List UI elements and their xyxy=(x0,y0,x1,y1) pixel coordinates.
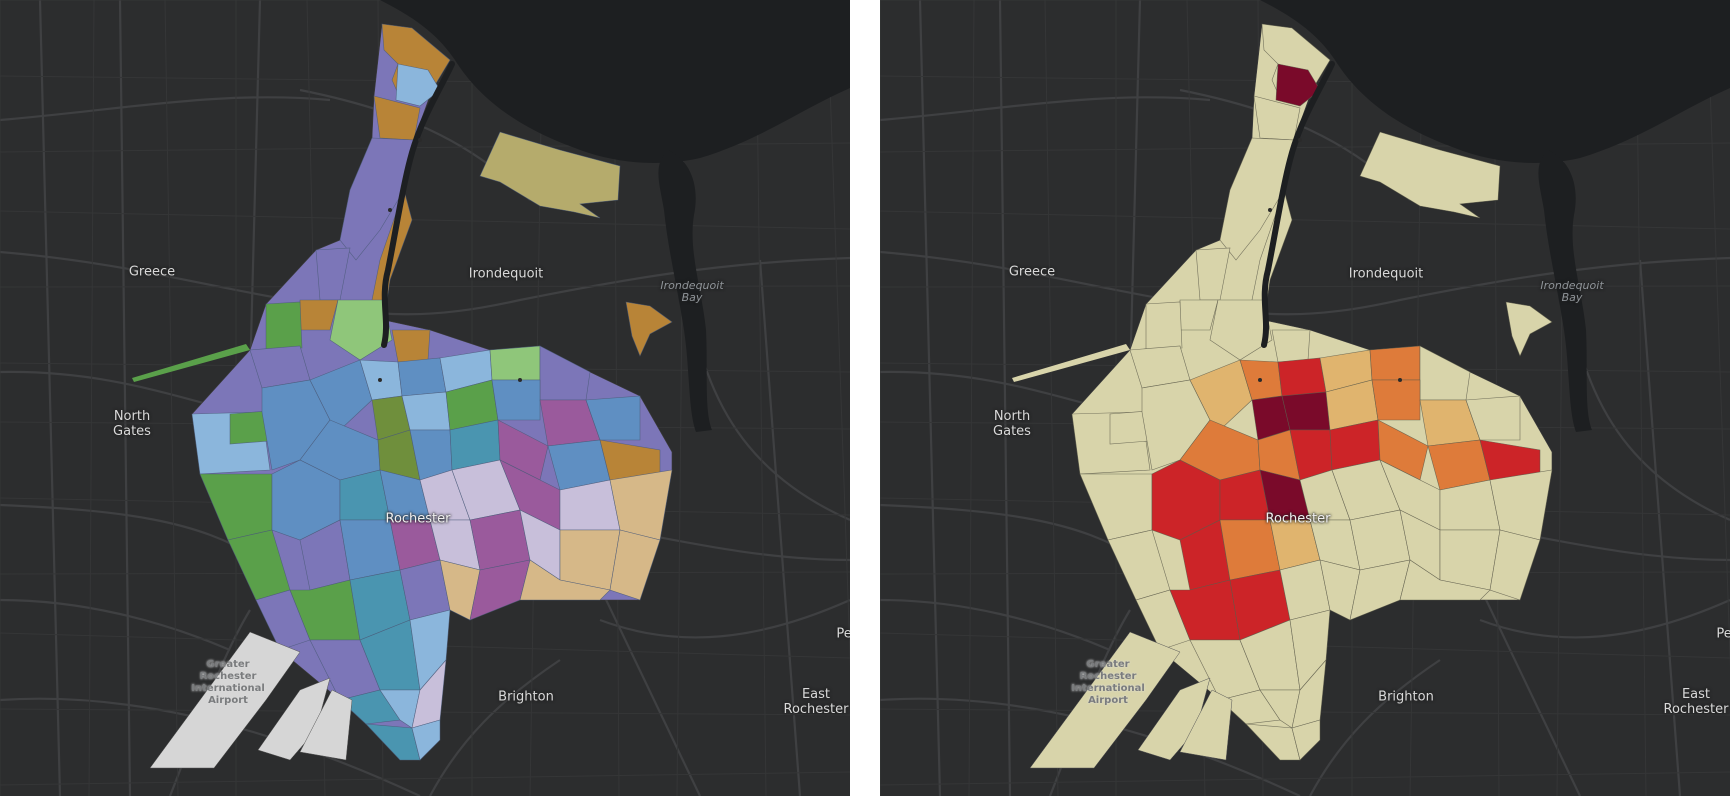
airport-area[interactable] xyxy=(1137,677,1211,761)
census-tract[interactable] xyxy=(1189,359,1253,431)
road xyxy=(248,0,262,381)
census-tract[interactable] xyxy=(491,379,541,421)
airport-area[interactable] xyxy=(1179,689,1233,761)
label-airport: Greater Rochester International Airport xyxy=(191,659,265,706)
irondequoit-bay-water xyxy=(1538,150,1592,432)
census-tract[interactable] xyxy=(391,329,431,363)
label-greece: Greece xyxy=(1008,264,1056,280)
census-tract[interactable] xyxy=(1277,357,1327,397)
census-tract[interactable] xyxy=(1209,299,1273,361)
label-greece: Greece xyxy=(128,264,176,280)
label-brighton: Brighton xyxy=(1378,689,1434,705)
tract-mosaic[interactable] xyxy=(132,23,673,769)
label-irondequoit-bay: Irondequoit Bay xyxy=(1540,279,1604,304)
label-pe: Pe xyxy=(1716,626,1730,642)
census-tract[interactable] xyxy=(1219,519,1281,581)
road xyxy=(38,0,62,796)
census-tract[interactable] xyxy=(1291,719,1321,761)
label-airport: Greater Rochester International Airport xyxy=(1071,659,1145,706)
map-panel-right[interactable]: Greece Irondequoit Irondequoit Bay North Ga… xyxy=(880,0,1730,796)
genesee-river xyxy=(1261,61,1335,348)
road xyxy=(599,598,850,639)
census-tract[interactable] xyxy=(479,131,621,219)
label-irondequoit-bay: Irondequoit Bay xyxy=(660,279,724,304)
landmark-dot xyxy=(1258,378,1262,382)
label-east-rochester: East Rochester xyxy=(1663,687,1729,717)
label-east-rochester: East Rochester xyxy=(783,687,849,717)
lake-ontario xyxy=(1260,0,1730,163)
census-tract[interactable] xyxy=(1439,529,1501,591)
census-tract[interactable] xyxy=(1275,63,1321,107)
census-tract[interactable] xyxy=(1145,301,1183,351)
census-tract[interactable] xyxy=(329,299,393,361)
census-tract[interactable] xyxy=(339,519,401,581)
landmark-dot xyxy=(1398,378,1402,382)
road xyxy=(429,659,561,796)
airport-area[interactable] xyxy=(1029,631,1181,769)
tract-choropleth[interactable] xyxy=(1012,23,1553,769)
airport-area[interactable] xyxy=(299,689,353,761)
road xyxy=(698,349,850,522)
census-tract[interactable] xyxy=(519,559,611,601)
census-tract[interactable] xyxy=(265,301,303,351)
census-tract[interactable] xyxy=(585,395,641,441)
road xyxy=(758,259,802,796)
road xyxy=(0,96,331,122)
census-tract[interactable] xyxy=(469,509,531,571)
census-tract[interactable] xyxy=(609,529,661,601)
west-spur xyxy=(132,344,250,382)
census-tract[interactable] xyxy=(559,529,621,591)
label-north-gates: North Gates xyxy=(113,409,151,439)
census-tract[interactable] xyxy=(1271,329,1311,363)
landmark-dot xyxy=(388,208,392,212)
landmark-dot xyxy=(1298,138,1302,142)
census-tract[interactable] xyxy=(1465,395,1521,441)
census-tract[interactable] xyxy=(1399,559,1491,601)
census-tract[interactable] xyxy=(1281,391,1331,431)
label-irondequoit: Irondequoit xyxy=(1348,266,1424,282)
road xyxy=(998,0,1012,796)
road xyxy=(880,96,1211,122)
census-tract[interactable] xyxy=(1349,509,1411,571)
lake-ontario xyxy=(380,0,850,163)
landmark-dot xyxy=(418,138,422,142)
road xyxy=(1638,259,1682,796)
genesee-river xyxy=(381,61,455,348)
map-panel-left[interactable]: Greece Irondequoit Irondequoit Bay North Ga… xyxy=(0,0,850,796)
label-pe: Pe xyxy=(836,626,850,642)
label-irondequoit: Irondequoit xyxy=(468,266,544,282)
road xyxy=(1479,598,1730,639)
road xyxy=(1578,349,1730,522)
west-spur xyxy=(1012,344,1130,382)
landmark-dot xyxy=(518,378,522,382)
census-tract[interactable] xyxy=(401,391,451,431)
choropleth-map[interactable] xyxy=(880,0,1730,796)
road xyxy=(1128,0,1142,381)
irondequoit-bay-water xyxy=(658,150,712,432)
road xyxy=(918,0,942,796)
label-north-gates: North Gates xyxy=(993,409,1031,439)
airport-area[interactable] xyxy=(257,677,331,761)
census-tract[interactable] xyxy=(395,63,441,107)
census-tract[interactable] xyxy=(1359,131,1501,219)
census-tract[interactable] xyxy=(1489,529,1541,601)
label-rochester: Rochester xyxy=(385,511,451,527)
landmark-dot xyxy=(1268,208,1272,212)
landmark-dot xyxy=(378,378,382,382)
road xyxy=(118,0,132,796)
census-tract[interactable] xyxy=(309,359,373,431)
label-brighton: Brighton xyxy=(498,689,554,705)
census-tract[interactable] xyxy=(1369,345,1421,381)
census-tract[interactable] xyxy=(489,345,541,381)
road xyxy=(1309,659,1441,796)
census-tract[interactable] xyxy=(411,719,441,761)
census-tract[interactable] xyxy=(625,301,673,357)
airport-area[interactable] xyxy=(149,631,301,769)
label-rochester: Rochester xyxy=(1265,511,1331,527)
categorical-map[interactable] xyxy=(0,0,850,796)
census-tract[interactable] xyxy=(1505,301,1553,357)
census-tract[interactable] xyxy=(397,357,447,397)
census-tract[interactable] xyxy=(1371,379,1421,421)
